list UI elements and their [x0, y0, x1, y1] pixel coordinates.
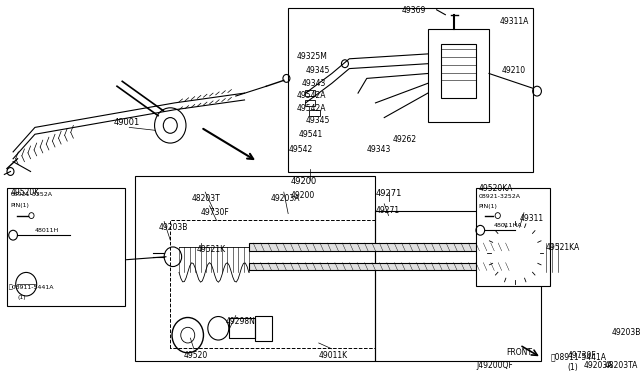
Text: 49520: 49520	[184, 351, 207, 360]
Text: 49520K: 49520K	[10, 188, 40, 197]
FancyBboxPatch shape	[7, 188, 125, 306]
Text: Ⓨ08911-5441A: Ⓨ08911-5441A	[550, 353, 606, 362]
Text: 49203A: 49203A	[271, 194, 300, 203]
Text: (1): (1)	[568, 363, 579, 372]
Text: 08921-3252A: 08921-3252A	[10, 192, 52, 197]
Text: 49325M: 49325M	[297, 52, 328, 61]
Text: 49011K: 49011K	[319, 351, 348, 360]
Text: 49203BA: 49203BA	[611, 328, 640, 337]
Bar	[601, 326, 623, 341]
Text: 49541: 49541	[299, 130, 323, 139]
Text: J49200QF: J49200QF	[476, 360, 513, 370]
Text: 49343: 49343	[301, 79, 326, 88]
Text: 49542: 49542	[288, 145, 312, 154]
Text: 48011HA: 48011HA	[493, 223, 522, 228]
Bar	[583, 323, 596, 343]
Text: 49345: 49345	[306, 67, 330, 76]
Text: 49200: 49200	[291, 177, 317, 186]
Text: PIN(1): PIN(1)	[10, 203, 29, 208]
Text: 49343: 49343	[367, 145, 391, 154]
Text: 48203T: 48203T	[192, 194, 221, 203]
Bar	[249, 263, 515, 270]
Text: 48011H: 48011H	[35, 228, 59, 233]
Text: 49001: 49001	[113, 118, 140, 128]
Bar	[228, 318, 255, 338]
Text: 49520KA: 49520KA	[479, 184, 513, 193]
FancyBboxPatch shape	[305, 100, 316, 106]
Text: 49200: 49200	[291, 191, 315, 200]
Text: (1): (1)	[17, 295, 26, 300]
Text: Ⓨ08911-5441A: Ⓨ08911-5441A	[9, 285, 54, 290]
Text: PIN(1): PIN(1)	[479, 204, 497, 209]
Text: 49203A: 49203A	[583, 360, 613, 370]
Bar	[255, 315, 273, 341]
Text: 49271: 49271	[376, 189, 402, 198]
Text: 49203B: 49203B	[159, 224, 188, 232]
FancyBboxPatch shape	[476, 188, 550, 286]
Text: 48203TA: 48203TA	[604, 360, 637, 370]
Text: 49345: 49345	[306, 116, 330, 125]
Text: 49311A: 49311A	[499, 17, 529, 26]
FancyBboxPatch shape	[305, 90, 316, 96]
Bar	[249, 243, 515, 251]
Text: 49210: 49210	[502, 67, 526, 76]
Text: 49311: 49311	[520, 214, 544, 222]
Text: 49730F: 49730F	[201, 208, 230, 217]
Text: 49369: 49369	[402, 6, 426, 15]
Text: 49730F: 49730F	[568, 351, 596, 360]
Text: 49298N: 49298N	[225, 317, 255, 326]
Text: 49542A: 49542A	[297, 104, 326, 113]
Text: 49271: 49271	[376, 206, 399, 215]
Text: 49521KA: 49521KA	[546, 243, 580, 252]
Text: 49542A: 49542A	[297, 91, 326, 100]
Text: FRONT: FRONT	[506, 348, 532, 357]
Text: 08921-3252A: 08921-3252A	[479, 194, 520, 199]
Text: 49521K: 49521K	[196, 245, 226, 254]
FancyBboxPatch shape	[309, 110, 319, 116]
Text: 49262: 49262	[393, 135, 417, 144]
